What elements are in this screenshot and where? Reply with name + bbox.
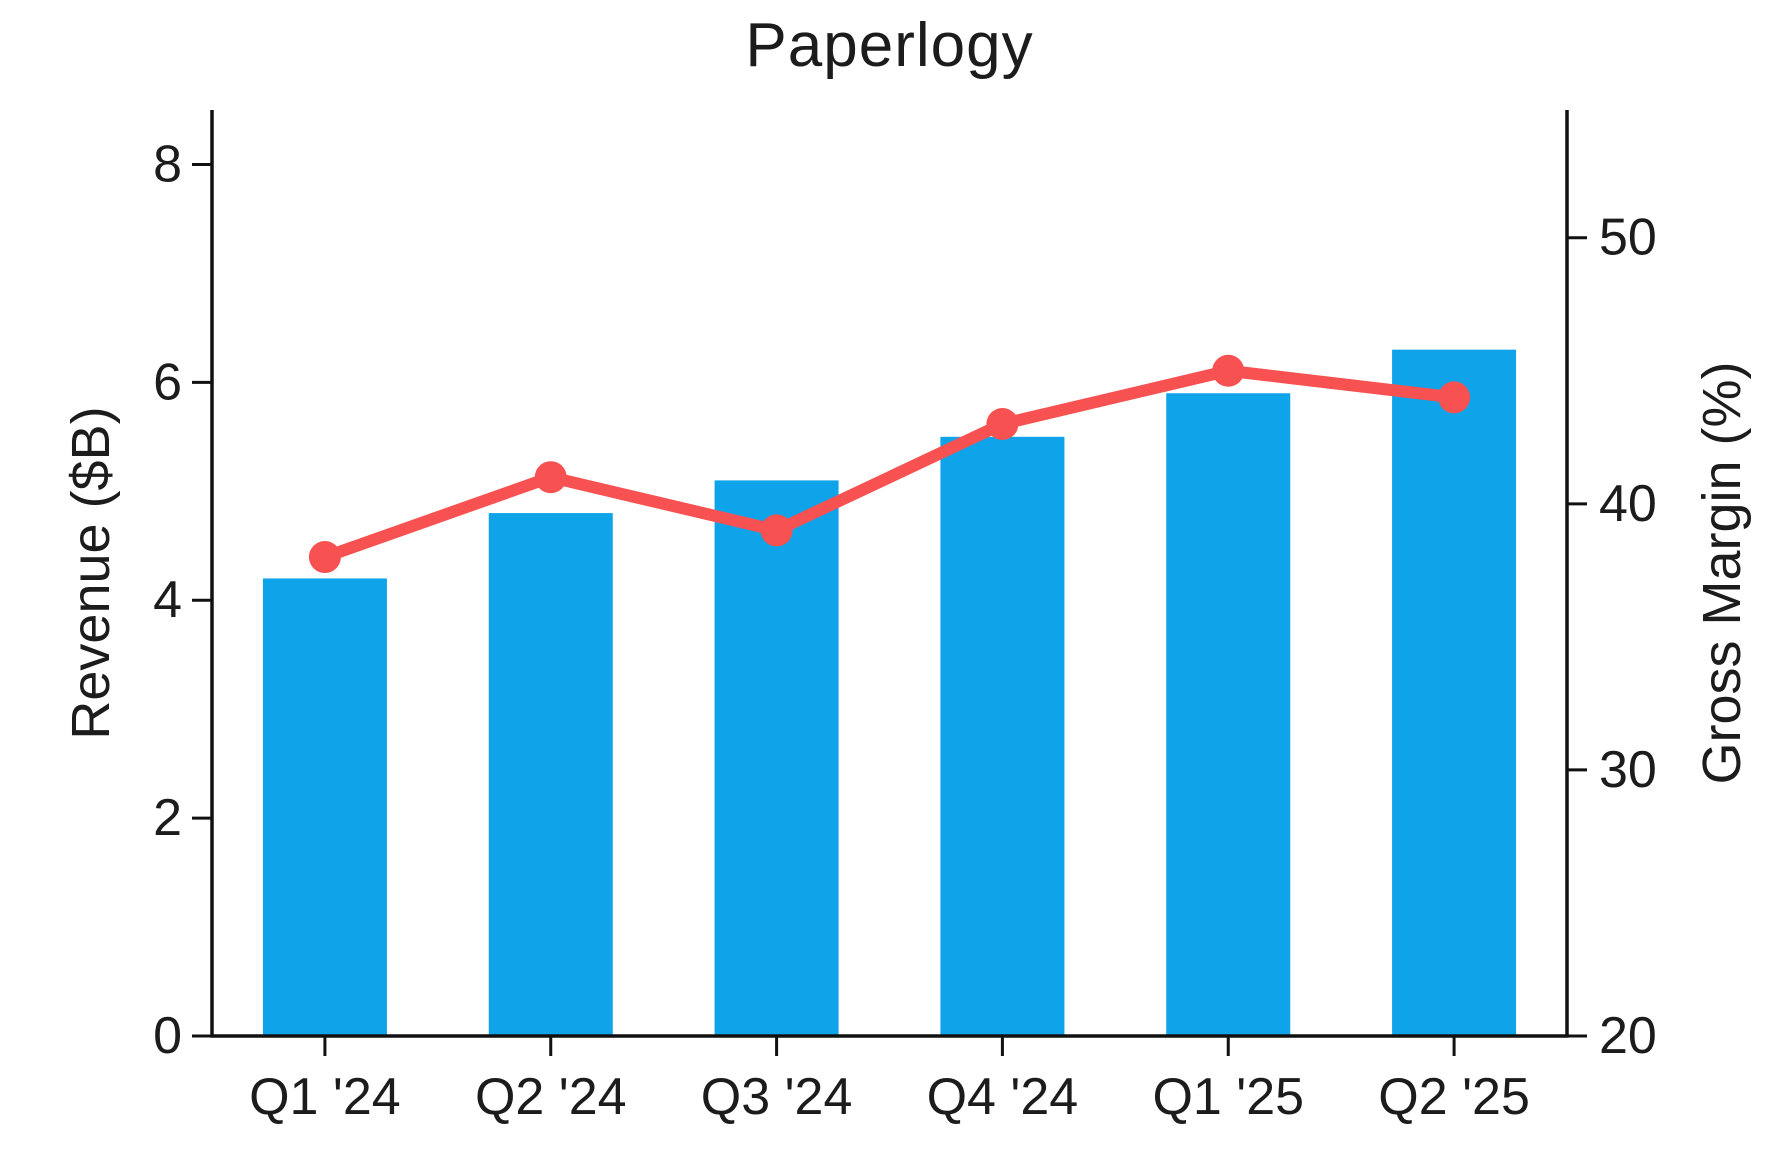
left-tick-label-4: 4 bbox=[153, 571, 182, 629]
marker-Q2 '24 bbox=[534, 461, 567, 494]
x-tick-label-Q2 '24: Q2 '24 bbox=[475, 1068, 627, 1126]
chart-title: Paperlogy bbox=[745, 11, 1034, 80]
bar-Q1 '25 bbox=[1166, 393, 1291, 1036]
bar-Q3 '24 bbox=[714, 480, 839, 1036]
x-tick-label-Q4 '24: Q4 '24 bbox=[927, 1068, 1079, 1126]
bar-Q1 '24 bbox=[262, 578, 387, 1036]
bar-Q2 '25 bbox=[1392, 349, 1517, 1036]
marker-Q1 '24 bbox=[308, 541, 341, 574]
left-tick-label-2: 2 bbox=[153, 789, 182, 847]
x-tick-label-Q3 '24: Q3 '24 bbox=[701, 1068, 853, 1126]
x-tick-label-Q1 '24: Q1 '24 bbox=[249, 1068, 401, 1126]
left-tick-label-6: 6 bbox=[153, 353, 182, 411]
x-tick-label-Q1 '25: Q1 '25 bbox=[1152, 1068, 1304, 1126]
right-tick-label-40: 40 bbox=[1599, 475, 1657, 533]
gross-margin-line bbox=[318, 364, 1461, 564]
right-tick-label-20: 20 bbox=[1599, 1007, 1657, 1065]
x-tick-label-Q2 '25: Q2 '25 bbox=[1378, 1068, 1530, 1126]
marker-Q1 '25 bbox=[1212, 354, 1245, 387]
right-tick-label-30: 30 bbox=[1599, 741, 1657, 799]
left-tick-label-0: 0 bbox=[153, 1007, 182, 1065]
left-axis-title: Revenue ($B) bbox=[61, 406, 121, 740]
left-tick-label-8: 8 bbox=[153, 135, 182, 193]
marker-Q4 '24 bbox=[986, 407, 1019, 440]
right-axis-title: Gross Margin (%) bbox=[1692, 361, 1752, 785]
bar-Q4 '24 bbox=[940, 436, 1065, 1037]
marker-Q3 '24 bbox=[760, 514, 793, 547]
right-tick-label-50: 50 bbox=[1599, 209, 1657, 267]
bar-Q2 '24 bbox=[488, 513, 613, 1036]
marker-Q2 '25 bbox=[1438, 381, 1471, 414]
